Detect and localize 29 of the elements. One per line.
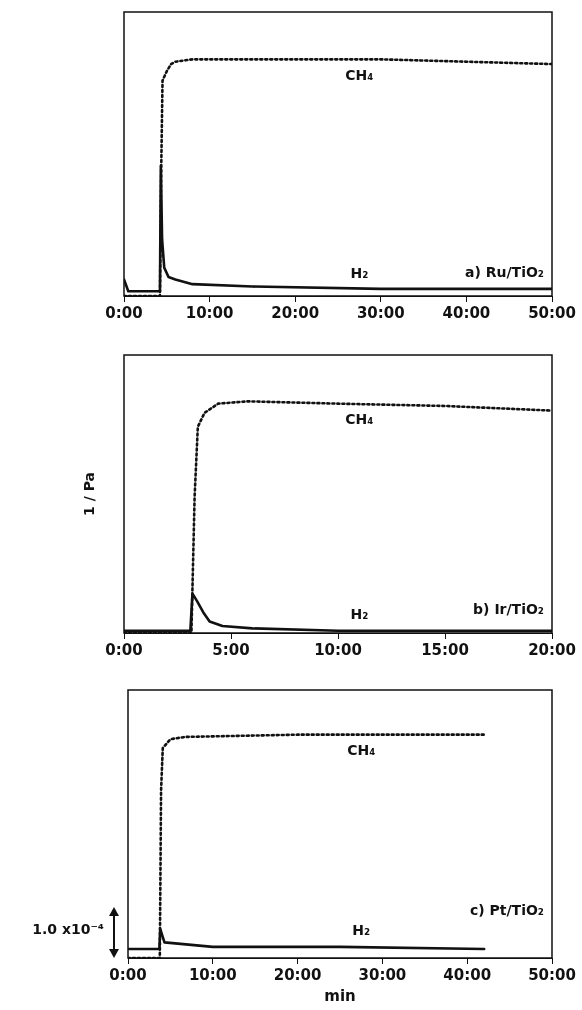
series-label: CH₄: [345, 66, 374, 83]
x-tick-label: 20:00: [528, 640, 576, 659]
x-tick-label: 10:00: [188, 965, 237, 984]
text: 1.0 x10⁻⁴: [32, 920, 104, 937]
x-tick-label: 10:00: [185, 303, 234, 322]
x-tick-label: 0:00: [109, 965, 147, 984]
x-tick-label: 0:00: [105, 640, 143, 659]
annotation: b) Ir/TiO₂: [473, 600, 544, 617]
x-tick-label: 50:00: [528, 965, 576, 984]
x-tick-label: 5:00: [212, 640, 250, 659]
x-tick-label: 30:00: [356, 303, 405, 322]
series-label: H₂: [350, 606, 369, 623]
x-tick-label: 15:00: [421, 640, 469, 659]
annotation: c) Pt/TiO₂: [469, 901, 544, 918]
series-label: CH₄: [347, 742, 376, 759]
x-tick-label: 40:00: [442, 303, 491, 322]
series-label: H₂: [350, 264, 369, 281]
x-tick-label: 30:00: [358, 965, 407, 984]
x-axis-title: min: [324, 986, 356, 1005]
x-tick-label: 20:00: [271, 303, 320, 322]
annotation: a) Ru/TiO₂: [465, 263, 544, 280]
x-tick-label: 40:00: [443, 965, 492, 984]
x-tick-label: 0:00: [105, 303, 143, 322]
series-label: CH₄: [345, 411, 374, 428]
x-tick-label: 20:00: [273, 965, 322, 984]
x-tick-label: 10:00: [314, 640, 362, 659]
series-label: H₂: [352, 922, 371, 939]
x-tick-label: 50:00: [528, 303, 576, 322]
y-axis-title: 1 / Pa: [80, 472, 97, 516]
